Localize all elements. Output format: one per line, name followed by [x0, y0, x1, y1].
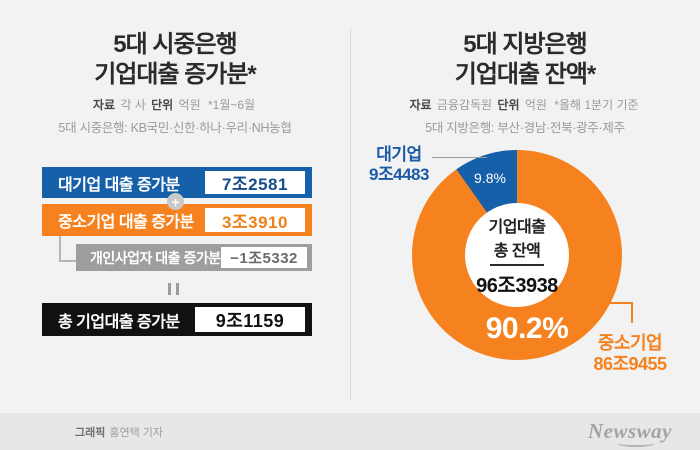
- plus-icon: +: [167, 193, 184, 210]
- donut-center-line2: 총 잔액: [489, 237, 545, 266]
- bar-total-label: 총 기업대출 증가분: [58, 313, 180, 331]
- bar-sme-loan: 중소기업 대출 증가분 3조3910: [42, 204, 312, 236]
- bar-sme-label: 중소기업 대출 증가분: [58, 214, 194, 231]
- bar-total-loan: 총 기업대출 증가분 9조1159: [42, 303, 312, 336]
- right-source-value: 금융감독원: [436, 98, 493, 112]
- bar-sole-proprietor-value: −1조5332: [221, 247, 307, 268]
- left-banks-note: 5대 시중은행: KB국민·신한·하나·우리·NH농협: [58, 121, 292, 135]
- panel-divider: [350, 28, 351, 400]
- graphic-credit-value: 홍연택 기자: [109, 426, 164, 439]
- bar-sole-proprietor-label: 개인사업자 대출 증가분: [90, 249, 221, 266]
- right-source-label: 자료: [409, 98, 432, 112]
- left-title-line1: 5대 시중은행: [113, 31, 237, 58]
- sme-callout: 중소기업 86조9455: [586, 334, 674, 373]
- right-unit-value: 억원: [524, 98, 547, 112]
- right-source-line: 자료 금융감독원 단위 억원 *올해 1분기 기준: [350, 96, 700, 113]
- blue-slice-pct-label: 9.8%: [474, 170, 506, 186]
- donut-center-line1: 기업대출: [488, 218, 546, 236]
- left-source-label: 자료: [92, 98, 115, 112]
- left-source-line: 자료 각 사 단위 억원 *1월~6월: [0, 96, 350, 113]
- bar-sole-proprietor-loan: 개인사업자 대출 증가분 −1조5332: [76, 244, 312, 271]
- bar-total-value: 9조1159: [195, 307, 305, 332]
- equals-icon: [168, 283, 179, 295]
- sme-callout-line: [610, 302, 633, 323]
- right-footnote: *올해 1분기 기준: [554, 98, 639, 112]
- right-title-line2: 기업대출 잔액*: [454, 61, 597, 88]
- orange-slice-pct-label: 90.2%: [485, 312, 569, 345]
- newsway-logo-text: Newsway: [588, 419, 672, 443]
- bar-large-corp-label: 대기업 대출 증가분: [58, 176, 180, 194]
- large-corp-callout-line: [432, 157, 487, 158]
- bar-large-corp-value: 7조2581: [205, 171, 305, 194]
- left-source-value: 각 사: [120, 98, 146, 112]
- footer-bar: 그래픽 홍연택 기자 Newsway: [0, 413, 700, 450]
- donut-center: 기업대출 총 잔액 96조3938: [465, 203, 569, 307]
- left-panel-title: 5대 시중은행 기업대출 증가분*: [0, 30, 350, 90]
- graphic-credit-label: 그래픽: [75, 426, 106, 439]
- large-corp-callout-label: 대기업: [376, 145, 422, 164]
- donut-center-value: 96조3938: [476, 274, 558, 297]
- large-corp-callout: 대기업 9조4483: [360, 145, 438, 184]
- graphic-credit: 그래픽 홍연택 기자: [75, 424, 163, 440]
- large-corp-callout-value: 9조4483: [369, 165, 429, 184]
- donut-chart: 기업대출 총 잔액 96조3938: [412, 150, 622, 360]
- bar-sme-value: 3조3910: [205, 208, 305, 232]
- left-unit-value: 억원: [178, 98, 201, 112]
- right-banks-note: 5대 지방은행: 부산·경남·전북·광주·제주: [425, 121, 625, 135]
- sme-to-sole-connector: [59, 236, 76, 262]
- left-footnote: *1월~6월: [207, 98, 256, 112]
- right-unit-label: 단위: [497, 98, 520, 112]
- left-unit-label: 단위: [151, 98, 174, 112]
- bar-large-corp-loan: 대기업 대출 증가분 7조2581: [42, 167, 312, 198]
- right-title-line1: 5대 지방은행: [463, 31, 587, 58]
- logo-swoosh: [616, 440, 656, 447]
- sme-callout-label: 중소기업: [597, 333, 663, 353]
- right-panel-title: 5대 지방은행 기업대출 잔액*: [350, 30, 700, 90]
- left-title-line2: 기업대출 증가분*: [94, 61, 257, 88]
- sme-callout-value: 86조9455: [593, 354, 667, 374]
- newsway-logo: Newsway: [588, 419, 672, 447]
